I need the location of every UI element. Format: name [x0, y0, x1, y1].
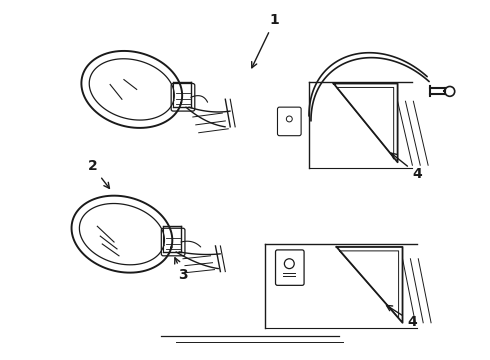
FancyBboxPatch shape [171, 84, 195, 111]
Circle shape [284, 259, 294, 269]
FancyBboxPatch shape [275, 250, 304, 285]
FancyBboxPatch shape [277, 107, 301, 136]
Circle shape [286, 116, 292, 122]
Text: 2: 2 [88, 159, 109, 188]
FancyBboxPatch shape [161, 228, 185, 256]
Text: 4: 4 [391, 153, 422, 181]
Text: 1: 1 [252, 13, 279, 68]
Text: 4: 4 [387, 305, 417, 329]
Circle shape [445, 86, 455, 96]
Text: 3: 3 [175, 258, 188, 283]
